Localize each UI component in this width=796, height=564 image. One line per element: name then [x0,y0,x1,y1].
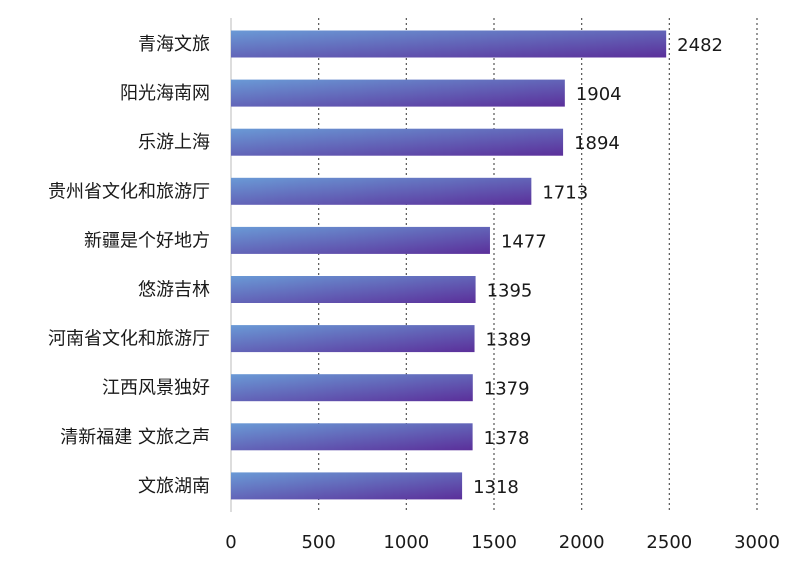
bars [231,30,667,500]
value-label: 1318 [473,477,519,498]
value-label: 1904 [576,84,622,105]
value-label: 1389 [486,330,532,351]
category-label: 文旅湖南 [138,476,210,497]
x-tick-label: 3000 [734,532,780,553]
x-tick-label: 2500 [646,532,692,553]
bar [231,177,532,205]
category-label: 河南省文化和旅游厅 [48,329,210,350]
category-label: 贵州省文化和旅游厅 [48,181,210,202]
category-label: 阳光海南网 [120,83,210,104]
value-labels: 2482 1904 1894 1713 1477 1395 1389 1379 1378 1318 [473,35,723,498]
bar [231,472,463,500]
category-label: 青海文旅 [138,34,210,55]
value-label: 1395 [487,281,533,302]
x-tick-label: 1000 [383,532,429,553]
value-label: 1477 [501,231,547,252]
bar [231,226,490,254]
x-tick-labels: 0 500 1000 1500 2000 2500 3000 [225,532,780,553]
value-label: 1894 [574,133,620,154]
category-label: 悠游吉林 [138,280,210,301]
bar [231,325,475,353]
bar [231,423,473,451]
value-label: 1378 [484,428,530,449]
value-label: 1713 [542,182,588,203]
x-tick-label: 500 [301,532,335,553]
bar [231,30,667,58]
x-tick-label: 2000 [559,532,605,553]
value-label: 1379 [484,379,530,400]
category-labels: 青海文旅阳光海南网乐游上海贵州省文化和旅游厅新疆是个好地方悠游吉林河南省文化和旅… [48,34,210,497]
x-tick-label: 0 [225,532,236,553]
bar [231,79,565,107]
bar [231,276,476,303]
value-label: 2482 [677,35,723,56]
category-label: 乐游上海 [138,132,210,153]
category-label: 江西风景独好 [102,378,210,399]
category-label: 清新福建 文旅之声 [60,427,210,448]
bar [231,128,564,156]
x-tick-label: 1500 [471,532,517,553]
category-label: 新疆是个好地方 [84,230,210,251]
bar [231,374,473,402]
